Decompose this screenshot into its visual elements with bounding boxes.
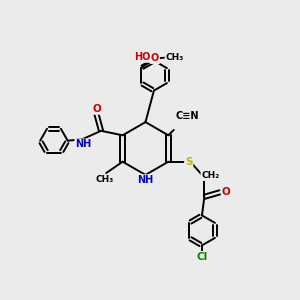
Text: C≡N: C≡N — [176, 111, 199, 121]
Text: NH: NH — [137, 175, 153, 185]
Text: Cl: Cl — [196, 252, 208, 262]
Text: CH₃: CH₃ — [95, 175, 114, 184]
Text: O: O — [222, 187, 230, 197]
Text: CH₂: CH₂ — [201, 171, 220, 180]
Text: NH: NH — [75, 139, 92, 149]
Text: S: S — [185, 157, 193, 167]
Text: HO: HO — [134, 52, 151, 62]
Text: CH₃: CH₃ — [165, 53, 184, 62]
Text: O: O — [151, 53, 159, 63]
Text: O: O — [92, 104, 101, 114]
